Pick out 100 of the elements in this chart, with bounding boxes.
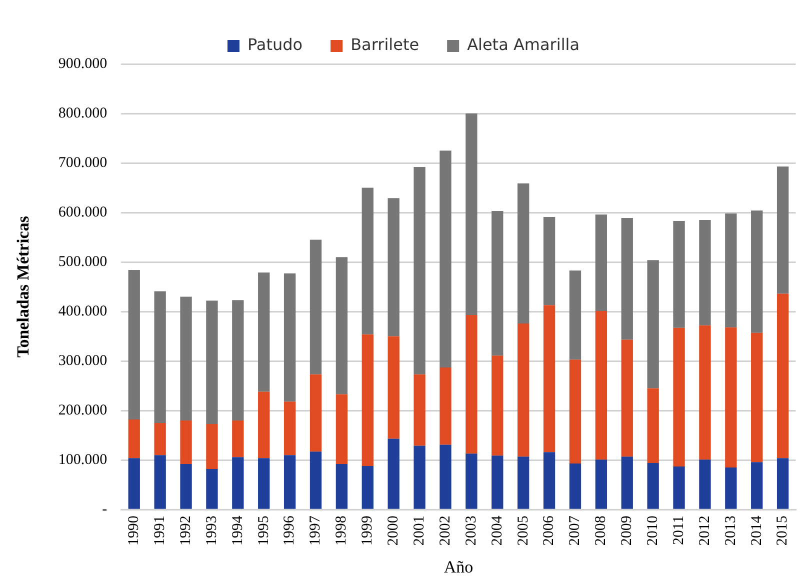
y-axis-title: Toneladas Métricas	[14, 216, 33, 358]
y-tick-label: 600.000	[58, 204, 108, 220]
bar	[284, 455, 296, 509]
y-tick-label: 300.000	[58, 353, 108, 370]
x-tick-label: 2005	[515, 516, 532, 546]
bar	[517, 456, 530, 509]
legend-label: Aleta Amarilla	[467, 35, 580, 54]
bar	[492, 356, 504, 456]
y-tick-label: 900.000	[58, 56, 108, 72]
x-tick-label: 2000	[386, 516, 402, 546]
bar	[647, 463, 659, 509]
bar	[388, 438, 400, 509]
bar	[595, 214, 608, 312]
bar	[466, 114, 478, 316]
bar	[466, 454, 478, 509]
x-tick-label: 1993	[204, 516, 220, 546]
bar	[232, 300, 244, 420]
bar	[725, 214, 737, 328]
x-tick-label: 2011	[670, 516, 687, 546]
bar	[154, 455, 166, 509]
bar	[362, 188, 374, 334]
bar	[258, 458, 270, 509]
bar	[569, 270, 582, 360]
x-tick-label: 2015	[774, 516, 791, 546]
bar	[543, 305, 556, 452]
x-tick-label: 1999	[360, 516, 376, 546]
bar	[673, 328, 685, 467]
x-tick-label: 2004	[489, 515, 506, 546]
bar	[206, 424, 218, 469]
y-tick-label: 400.000	[58, 303, 108, 320]
bar	[751, 332, 763, 462]
bar	[751, 462, 763, 509]
legend-label: Patudo	[247, 35, 303, 54]
bar	[673, 466, 685, 509]
bar	[362, 466, 374, 509]
x-tick-label: 2014	[748, 515, 765, 546]
bar	[569, 360, 582, 464]
bar	[206, 300, 218, 424]
y-tick-label: -	[102, 502, 108, 518]
bar	[751, 210, 763, 333]
bar	[128, 419, 140, 458]
bar	[258, 272, 270, 392]
bar	[466, 315, 478, 454]
bar	[180, 296, 192, 420]
bar	[258, 392, 270, 458]
bar	[699, 220, 711, 326]
x-axis-title: Año	[444, 557, 474, 576]
bar	[492, 456, 504, 509]
bar	[310, 374, 322, 452]
bar	[388, 336, 400, 439]
bar	[284, 402, 296, 456]
x-tick-label: 2008	[593, 516, 610, 546]
x-tick-label: 1991	[152, 516, 168, 546]
bar	[699, 460, 711, 509]
bar	[414, 166, 426, 374]
x-tick-label: 2002	[437, 516, 454, 546]
x-tick-label: 2006	[541, 515, 558, 546]
bar	[206, 469, 218, 509]
bar	[517, 323, 530, 457]
x-tick-label: 1998	[334, 516, 350, 546]
x-tick-label: 1994	[230, 515, 246, 546]
y-tick-label: 200.000	[58, 402, 108, 419]
bar	[776, 294, 789, 458]
bar	[699, 325, 711, 460]
bar	[310, 452, 322, 509]
bar	[517, 183, 530, 324]
bar	[621, 456, 633, 509]
bar	[543, 216, 556, 306]
bar	[336, 464, 348, 509]
x-tick-label: 2001	[411, 516, 428, 546]
x-tick-label: 1992	[178, 516, 194, 546]
x-tick-label: 2010	[645, 516, 662, 546]
bar	[336, 394, 348, 464]
x-tick-label: 2003	[463, 516, 480, 546]
y-tick-label: 700.000	[58, 154, 108, 171]
x-tick-label: 2012	[696, 516, 713, 546]
bar	[310, 240, 322, 374]
x-tick-label: 1995	[256, 516, 272, 546]
bar	[154, 422, 166, 456]
x-tick-label: 2009	[619, 516, 636, 546]
bar	[440, 444, 452, 509]
bar	[595, 311, 608, 460]
bar	[776, 458, 789, 509]
bar	[595, 460, 608, 509]
bar	[414, 374, 426, 446]
bar	[414, 446, 426, 509]
bar	[388, 198, 400, 336]
bar	[154, 291, 166, 423]
y-tick-label: 500.000	[58, 254, 108, 270]
x-tick-label: 2013	[722, 516, 739, 546]
bar	[647, 388, 659, 464]
bar	[128, 270, 140, 420]
bar	[232, 420, 244, 458]
bar	[284, 273, 296, 402]
bar	[336, 257, 348, 394]
y-tick-label: 100.000	[58, 452, 108, 468]
x-tick-label: 1990	[126, 516, 142, 546]
x-tick-label: 1997	[308, 515, 324, 546]
bar	[621, 218, 633, 340]
bar	[232, 457, 244, 509]
